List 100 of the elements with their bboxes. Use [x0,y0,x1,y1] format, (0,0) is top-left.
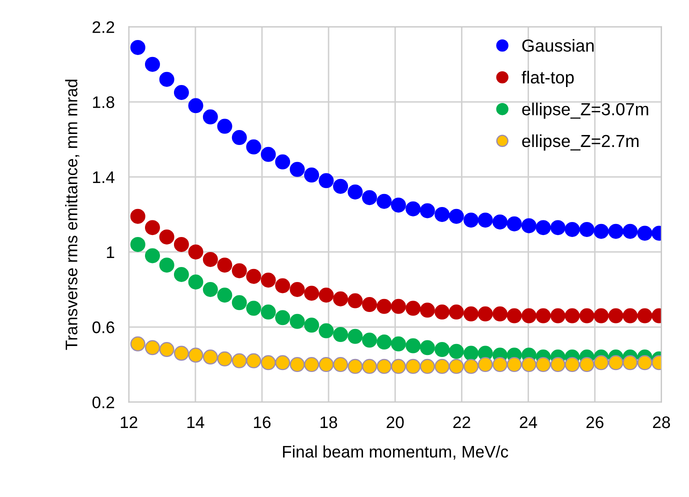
point [275,310,290,326]
point [348,358,363,374]
point [159,229,174,244]
point [159,258,174,273]
point [448,344,464,359]
x-axis-title: Final beam momentum, MeV/c [283,445,508,460]
point [406,300,421,316]
point [464,358,479,374]
point [550,308,566,324]
point [290,282,305,297]
point [536,308,551,324]
point [434,206,450,222]
x-tick-label: 14 [187,416,204,428]
point [130,208,146,224]
point [464,346,479,361]
point [420,358,435,374]
point [232,263,247,278]
point [217,258,232,273]
point [579,308,594,324]
point [376,334,392,350]
point [348,184,363,200]
point [217,118,232,134]
point [232,353,247,368]
point [275,355,290,370]
point [608,224,624,239]
point [390,358,406,374]
point [608,308,624,324]
point [637,226,652,241]
point [333,357,348,372]
legend-label: Gaussian [522,38,594,52]
point [144,56,160,72]
y-tick-label: 2.2 [92,21,114,33]
point [144,340,160,356]
point [304,357,320,372]
point [202,350,218,365]
point [246,300,262,316]
point [159,342,174,358]
point [536,220,551,236]
point [622,224,638,239]
y-tick-label: 0.2 [92,396,114,408]
point [188,348,204,363]
point [564,222,580,237]
point [521,357,536,372]
point [434,304,450,320]
point [637,308,652,324]
point [130,336,146,352]
point [376,358,392,374]
point [594,355,609,370]
point [594,224,609,239]
legend-label: flat-top [522,70,574,87]
point [622,355,638,370]
point [304,286,320,301]
legend-label: ellipse_Z=3.07m [522,102,648,119]
point [637,355,652,370]
point [420,203,435,218]
point [506,357,522,372]
point [492,306,508,322]
point [622,308,638,324]
point [174,266,189,282]
legend-label: ellipse_Z=2.7m [522,134,638,151]
point [188,244,204,260]
point [333,178,348,194]
point [390,336,406,352]
x-tick-label: 18 [320,416,338,428]
point [290,314,305,329]
point [579,357,594,372]
point [246,268,262,284]
point [608,355,624,370]
point [290,357,305,372]
point [159,72,174,87]
point [130,40,146,55]
point [202,252,218,267]
x-tick-label: 20 [386,416,404,428]
point [506,308,522,324]
point [376,194,392,209]
point [260,272,276,288]
point [406,338,421,354]
point [275,154,290,170]
point [188,274,204,290]
point [448,208,464,224]
point [275,278,290,294]
point [290,162,305,177]
point [448,304,464,320]
point [464,306,479,322]
point [232,130,247,146]
point [406,358,421,374]
point [348,293,363,308]
point [506,216,522,232]
point [478,357,493,372]
point [420,302,435,318]
point [304,318,320,333]
y-tick-label: 0.6 [92,321,114,334]
point [174,346,189,361]
point [217,351,232,366]
point [492,214,508,230]
point [579,222,594,237]
point [174,236,189,252]
point [478,212,493,228]
point [318,357,334,372]
point [260,146,276,162]
